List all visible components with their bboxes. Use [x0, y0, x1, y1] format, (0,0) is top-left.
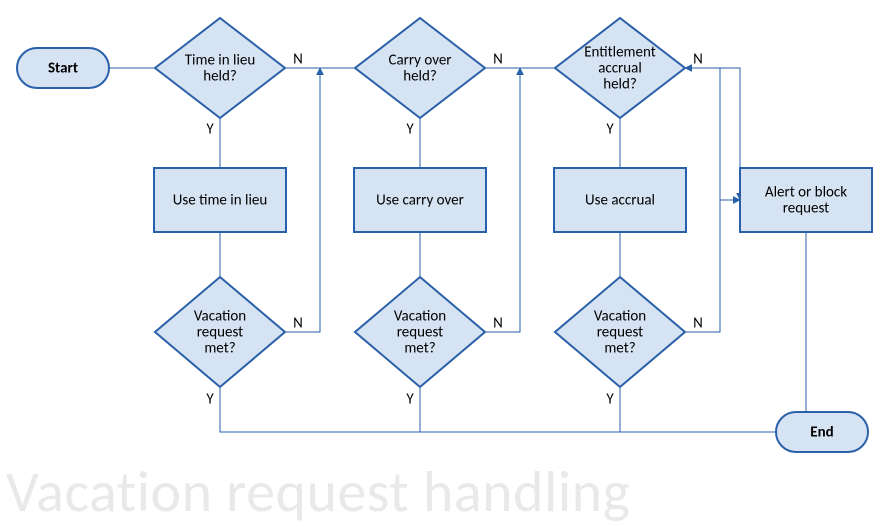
edge-label-e_dtil_dco: N: [293, 51, 303, 69]
node-label-p_til-l0: Use time in lieu: [173, 192, 267, 210]
node-start: Start: [17, 48, 109, 88]
node-p_til: Use time in lieu: [154, 168, 286, 232]
node-end: End: [776, 412, 868, 452]
node-d_til: Time in lieuheld?: [155, 18, 285, 118]
edge-e_dvr2_up: [485, 68, 520, 332]
node-p_co: Use carry over: [354, 168, 486, 232]
edge-label-e_dco_dea: N: [493, 51, 503, 69]
node-label-d_co-l1: held?: [403, 68, 437, 86]
flowchart-canvas: Y Y Y N N N N N N Y Y Y Start End Time in lieuheld? Car…: [0, 0, 886, 521]
edge-label-e_dvr2_end: Y: [406, 391, 414, 409]
edge-e_dvr1_up: [285, 68, 320, 332]
node-label-d_vr3-l2: met?: [604, 340, 635, 358]
node-label-p_ua-l0: Use accrual: [585, 192, 655, 210]
edge-label-e_dvr1_end: Y: [206, 391, 214, 409]
node-label-d_til-l1: held?: [203, 68, 237, 86]
node-p_alert: Alert or blockrequest: [740, 168, 872, 232]
edge-e_dvr1_end: [220, 387, 776, 432]
node-label-d_vr2-l2: met?: [404, 340, 435, 358]
node-label-p_alert-l1: request: [783, 200, 829, 218]
node-label-end: End: [810, 424, 833, 442]
edge-e_dvr3_up: [685, 68, 720, 332]
node-d_vr2: Vacationrequestmet?: [355, 277, 485, 387]
node-d_co: Carry overheld?: [355, 18, 485, 118]
edge-label-e_dvr3_end: Y: [606, 391, 614, 409]
node-label-p_co-l0: Use carry over: [376, 192, 464, 210]
nodes-group: Start End Time in lieuheld? Carry overheld?…: [17, 18, 872, 452]
edge-label-e_dvr1_up: N: [293, 315, 303, 333]
edge-label-e_dea_pua: Y: [606, 121, 614, 139]
edge-label-e_dea_alert: N: [693, 51, 703, 69]
edge-label-e_dtil_ptil: Y: [206, 121, 214, 139]
node-p_ua: Use accrual: [554, 168, 686, 232]
edge-e_dea_alert: [685, 68, 740, 200]
node-label-d_vr1-l2: met?: [204, 340, 235, 358]
node-label-d_ea-l2: held?: [603, 76, 637, 94]
node-d_vr1: Vacationrequestmet?: [155, 277, 285, 387]
edge-label-e_dco_pco: Y: [406, 121, 414, 139]
edge-label-e_dvr2_up: N: [493, 315, 503, 333]
node-d_ea: Entitlementaccrualheld?: [555, 18, 685, 118]
node-label-start: Start: [48, 60, 78, 78]
edge-label-e_dvr3_up: N: [693, 315, 703, 333]
node-d_vr3: Vacationrequestmet?: [555, 277, 685, 387]
